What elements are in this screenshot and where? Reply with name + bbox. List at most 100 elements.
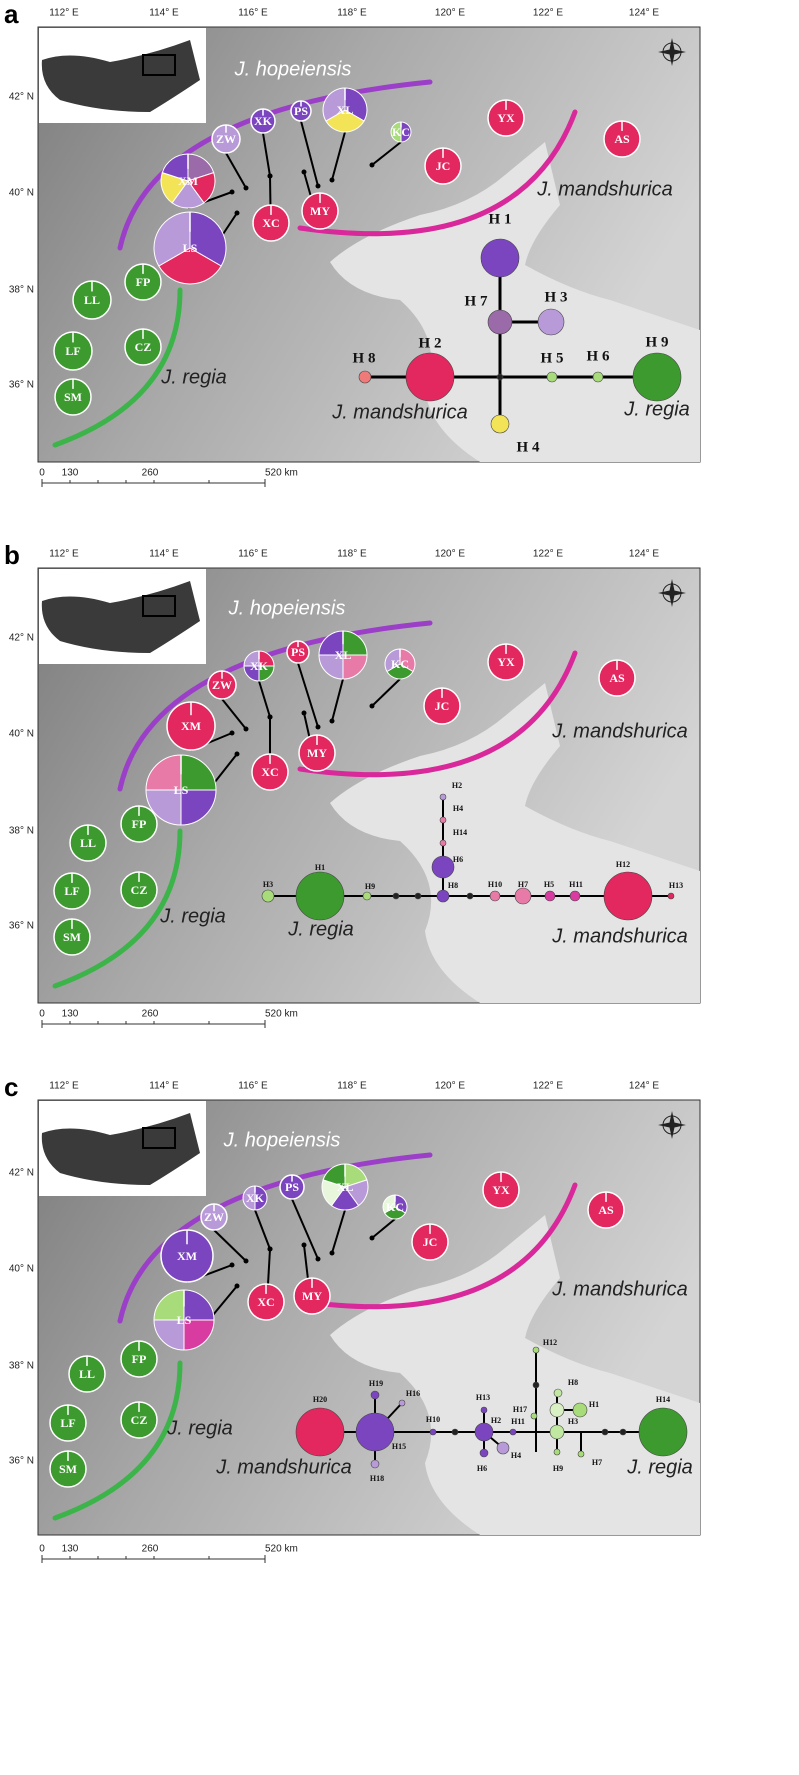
population-label: ZW bbox=[204, 1210, 224, 1224]
haplotype-node bbox=[399, 1400, 405, 1406]
population-label: LF bbox=[60, 1416, 75, 1430]
haplotype-node bbox=[481, 1407, 487, 1413]
haplotype-node bbox=[668, 893, 674, 899]
scale-label: 260 bbox=[142, 1544, 159, 1555]
species-label: J. regia bbox=[287, 918, 354, 940]
scale-label: 130 bbox=[62, 1544, 79, 1555]
haplotype-label: H14 bbox=[656, 1395, 670, 1404]
population-label: JC bbox=[435, 699, 450, 713]
haplotype-node bbox=[452, 1429, 458, 1435]
population-label: CZ bbox=[131, 883, 148, 897]
haplotype-node bbox=[545, 891, 555, 901]
haplotype-node bbox=[570, 891, 580, 901]
population-label: MY bbox=[302, 1289, 322, 1303]
scale-label: 0 bbox=[39, 1544, 45, 1555]
population-label: PS bbox=[285, 1180, 299, 1194]
population-label: KC bbox=[386, 1200, 404, 1214]
locality-dot bbox=[244, 186, 249, 191]
haplotype-node bbox=[578, 1451, 584, 1457]
locality-dot bbox=[370, 1236, 375, 1241]
haplotype-label: H1 bbox=[315, 863, 325, 872]
haplotype-node bbox=[296, 872, 344, 920]
scale-bar bbox=[42, 1555, 265, 1563]
haplotype-label: H11 bbox=[511, 1417, 525, 1426]
longitude-label: 120° E bbox=[435, 549, 465, 560]
haplotype-node bbox=[359, 371, 371, 383]
locality-dot bbox=[330, 178, 335, 183]
longitude-label: 114° E bbox=[149, 1081, 179, 1092]
haplotype-node bbox=[481, 239, 519, 277]
haplotype-node bbox=[262, 890, 274, 902]
longitude-label: 112° E bbox=[49, 8, 79, 19]
longitude-label: 120° E bbox=[435, 1081, 465, 1092]
species-label: J. mandshurica bbox=[551, 1278, 688, 1300]
haplotype-label: H18 bbox=[370, 1474, 384, 1483]
population-label: XM bbox=[181, 719, 201, 733]
latitude-label: 40° N bbox=[9, 1264, 34, 1275]
haplotype-label: H 2 bbox=[419, 335, 442, 351]
latitude-label: 36° N bbox=[9, 1456, 34, 1467]
longitude-label: 116° E bbox=[238, 549, 268, 560]
haplotype-node bbox=[550, 1425, 564, 1439]
species-label: J. hopeiensis bbox=[223, 1129, 341, 1151]
haplotype-node bbox=[602, 1429, 608, 1435]
haplotype-node bbox=[440, 794, 446, 800]
latitude-label: 40° N bbox=[9, 729, 34, 740]
population-label: SM bbox=[64, 390, 82, 404]
longitude-label: 122° E bbox=[533, 8, 563, 19]
longitude-label: 118° E bbox=[337, 1081, 367, 1092]
haplotype-node bbox=[432, 856, 454, 878]
latitude-label: 42° N bbox=[9, 92, 34, 103]
panel-letter: a bbox=[4, 0, 19, 29]
haplotype-node bbox=[550, 1403, 564, 1417]
scale-label: 0 bbox=[39, 468, 45, 479]
panel: b112° E114° E116° E118° E120° E122° E124… bbox=[4, 540, 700, 1028]
population-label: MY bbox=[310, 204, 330, 218]
population-label: YX bbox=[497, 655, 515, 669]
panel-letter: c bbox=[4, 1072, 18, 1102]
haplotype-label: H14 bbox=[453, 828, 467, 837]
haplotype-node bbox=[393, 893, 399, 899]
panel-letter: b bbox=[4, 540, 20, 570]
haplotype-label: H12 bbox=[543, 1338, 557, 1347]
population-label: AS bbox=[609, 671, 625, 685]
haplotype-node bbox=[531, 1413, 537, 1419]
page: {"panels":[ {"letter":"a","longitudes":[… bbox=[0, 0, 799, 1775]
locality-dot bbox=[330, 719, 335, 724]
scale-label: 520 km bbox=[265, 1009, 298, 1020]
locality-dot bbox=[316, 725, 321, 730]
population-label: XL bbox=[337, 103, 354, 117]
haplotype-node bbox=[491, 415, 509, 433]
longitude-label: 124° E bbox=[629, 1081, 659, 1092]
locality-dot bbox=[235, 211, 240, 216]
population-label: XK bbox=[246, 1191, 265, 1205]
haplotype-label: H10 bbox=[426, 1415, 440, 1424]
population-label: XC bbox=[262, 216, 279, 230]
population-label: FP bbox=[136, 275, 151, 289]
haplotype-node bbox=[573, 1403, 587, 1417]
haplotype-label: H4 bbox=[453, 804, 463, 813]
haplotype-label: H12 bbox=[616, 860, 630, 869]
population-label: PS bbox=[291, 645, 305, 659]
haplotype-label: H10 bbox=[488, 880, 502, 889]
locality-dot bbox=[302, 711, 307, 716]
haplotype-node bbox=[296, 1408, 344, 1456]
population-label: CZ bbox=[131, 1413, 148, 1427]
haplotype-label: H 7 bbox=[465, 293, 488, 309]
population-label: YX bbox=[492, 1183, 510, 1197]
haplotype-label: H9 bbox=[553, 1464, 563, 1473]
species-label: J. mandshurica bbox=[551, 925, 688, 947]
longitude-label: 114° E bbox=[149, 8, 179, 19]
locality-dot bbox=[316, 184, 321, 189]
haplotype-label: H13 bbox=[476, 1393, 490, 1402]
population-label: PS bbox=[294, 104, 308, 118]
haplotype-label: H 1 bbox=[489, 211, 512, 227]
locality-dot bbox=[330, 1251, 335, 1256]
species-label: J. regia bbox=[623, 398, 690, 420]
haplotype-label: H17 bbox=[513, 1405, 527, 1414]
haplotype-node bbox=[356, 1413, 394, 1451]
scale-label: 260 bbox=[142, 1009, 159, 1020]
species-label: J. regia bbox=[626, 1456, 693, 1478]
population-label: MY bbox=[307, 746, 327, 760]
